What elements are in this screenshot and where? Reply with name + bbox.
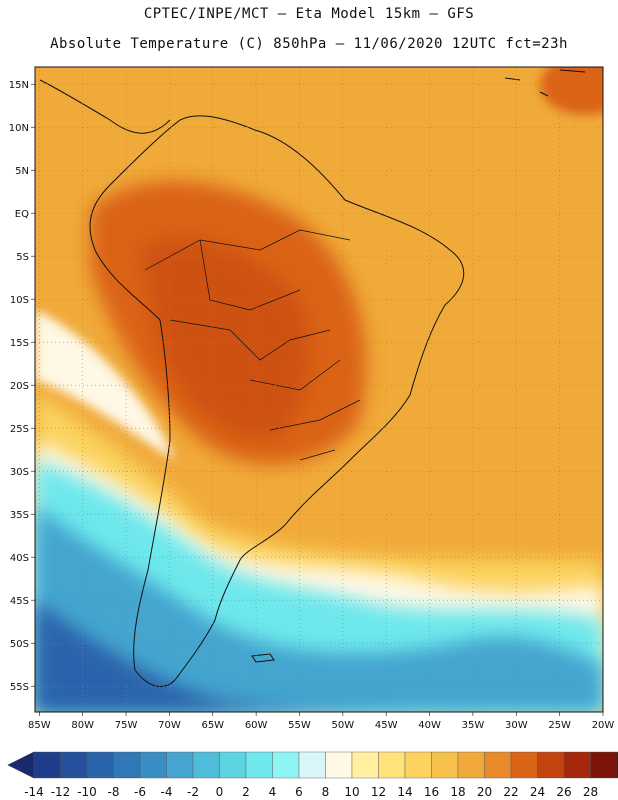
lon-label: 35W [462, 720, 485, 731]
lon-label: 30W [505, 720, 528, 731]
latitude-labels: 15N 10N 5N EQ 5S 10S 15S 20S 25S 30S 35S 40S 45S 50S 5… [9, 80, 29, 693]
colorbar-swatch [325, 751, 353, 779]
temperature-field [35, 67, 603, 712]
colorbar-label: 8 [322, 785, 330, 799]
lon-label: 45W [375, 720, 398, 731]
map-gridlines [31, 67, 604, 716]
lon-label: 70W [158, 720, 181, 731]
field-band-minus10 [35, 600, 603, 712]
longitude-labels: 85W 80W 75W 70W 65W 60W 55W 50W 45W 40W 35W 30W 25W 2… [28, 720, 614, 731]
colorbar-label: -12 [51, 785, 71, 799]
colorbar-label: 26 [556, 785, 571, 799]
lat-label: 10S [10, 295, 29, 306]
colorbar-label: -6 [134, 785, 146, 799]
lat-label: 5S [16, 252, 29, 263]
lat-label: 15N [9, 80, 29, 91]
colorbar-swatch [192, 751, 220, 779]
coastline-outlines [39, 69, 586, 688]
map-title-line-2: Absolute Temperature (C) 850hPa – 11/06/… [50, 36, 568, 52]
colorbar-swatch [86, 751, 114, 779]
colorbar-swatch [60, 751, 88, 779]
lat-label: 10N [9, 123, 29, 134]
colorbar-label: 14 [397, 785, 412, 799]
lon-label: 20W [592, 720, 615, 731]
colorbar-swatch [113, 751, 141, 779]
lon-label: 85W [28, 720, 51, 731]
colorbar-swatch [590, 751, 618, 779]
colorbar-label: 28 [583, 785, 598, 799]
colorbar-label: 6 [295, 785, 303, 799]
caribbean-islands [504, 69, 586, 97]
colorbar-swatch [537, 751, 565, 779]
lon-label: 60W [245, 720, 268, 731]
south-america-coastline [89, 115, 465, 688]
map-title-line-1: CPTEC/INPE/MCT – Eta Model 15km – GFS [143, 6, 475, 22]
colorbar-swatch [563, 751, 591, 779]
lat-label: 15S [10, 338, 29, 349]
colorbar-swatch [219, 751, 247, 779]
lon-label: 40W [418, 720, 441, 731]
falkland-islands [251, 653, 275, 663]
colorbar-swatch [139, 751, 167, 779]
lat-label: EQ [15, 209, 29, 220]
field-warm-spot-northeast [540, 67, 603, 115]
country-borders [144, 229, 361, 461]
colorbar-label: 0 [216, 785, 224, 799]
colorbar-label: -10 [77, 785, 97, 799]
colorbar-label: 4 [269, 785, 277, 799]
colorbar-label: 12 [371, 785, 386, 799]
colorbar: -14 -12 -10 -8 -6 -4 -2 0 2 4 6 8 10 12 14 16 18 20 22 24 26… [7, 751, 618, 799]
central-america-coastline [39, 79, 171, 134]
colorbar-swatch [484, 751, 512, 779]
colorbar-swatch [378, 751, 406, 779]
lon-label: 65W [201, 720, 224, 731]
lat-label: 40S [10, 553, 29, 564]
colorbar-swatch [351, 751, 379, 779]
colorbar-label: 20 [477, 785, 492, 799]
lat-label: 55S [10, 682, 29, 693]
lon-label: 55W [288, 720, 311, 731]
colorbar-swatch [510, 751, 538, 779]
map-frame [34, 66, 604, 713]
lon-label: 75W [115, 720, 138, 731]
colorbar-swatch [457, 751, 485, 779]
lat-label: 20S [10, 381, 29, 392]
colorbar-swatch [298, 751, 326, 779]
field-andes-cool-band [35, 310, 175, 460]
lat-label: 25S [10, 424, 29, 435]
colorbar-swatch [431, 751, 459, 779]
colorbar-swatch [33, 751, 61, 779]
colorbar-swatch [272, 751, 300, 779]
lon-label: 25W [548, 720, 571, 731]
field-band-24 [140, 238, 310, 440]
colorbar-label: 24 [530, 785, 545, 799]
colorbar-label: -2 [187, 785, 199, 799]
field-band-minus4 [35, 505, 603, 712]
colorbar-label: 16 [424, 785, 439, 799]
colorbar-label: 22 [503, 785, 518, 799]
colorbar-swatch [166, 751, 194, 779]
lat-label: 5N [15, 166, 29, 177]
colorbar-label: 10 [344, 785, 359, 799]
lat-label: 45S [10, 596, 29, 607]
colorbar-swatch [404, 751, 432, 779]
colorbar-label: 2 [242, 785, 250, 799]
colorbar-swatch [245, 751, 273, 779]
colorbar-label: -8 [108, 785, 120, 799]
colorbar-label: -4 [161, 785, 173, 799]
lon-label: 80W [71, 720, 94, 731]
lat-label: 50S [10, 639, 29, 650]
colorbar-label: 18 [450, 785, 465, 799]
lat-label: 35S [10, 510, 29, 521]
colorbar-label: -14 [24, 785, 44, 799]
lon-label: 50W [332, 720, 355, 731]
colorbar-left-arrow [7, 751, 35, 779]
lat-label: 30S [10, 467, 29, 478]
